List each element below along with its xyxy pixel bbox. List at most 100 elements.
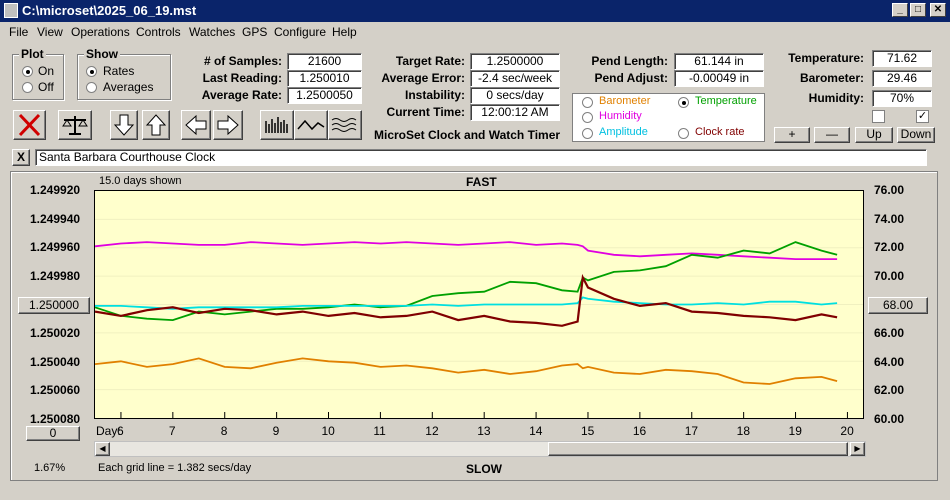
close-window-button[interactable]: ✕ bbox=[930, 3, 946, 17]
plot-on-radio[interactable] bbox=[22, 66, 33, 77]
move-right-button[interactable] bbox=[213, 110, 243, 140]
sensor-select-box bbox=[572, 93, 765, 142]
left-y-tick-label: 1.249920 bbox=[30, 183, 81, 197]
plot-off-radio[interactable] bbox=[22, 82, 33, 93]
menu-gps[interactable]: GPS bbox=[242, 25, 268, 39]
x-tick-label: 7 bbox=[168, 424, 176, 438]
clear-clock-name-button[interactable]: X bbox=[12, 149, 30, 166]
right-sensor-checkbox[interactable]: ✓ bbox=[916, 110, 929, 123]
bar-chart-icon bbox=[265, 117, 288, 133]
window-title: C:\microset\2025_06_19.mst bbox=[22, 3, 197, 18]
right-y-tick-label: 72.00 bbox=[874, 240, 905, 255]
menu-watches[interactable]: Watches bbox=[189, 25, 236, 39]
barometer-option-label: Barometer bbox=[599, 95, 651, 107]
center-temp-button[interactable]: 68.00 bbox=[868, 297, 928, 314]
current-time-field: 12:00:12 AM bbox=[470, 104, 560, 121]
menu-help[interactable]: Help bbox=[332, 25, 357, 39]
x-tick-label: 6 bbox=[116, 424, 124, 438]
wave-button[interactable] bbox=[294, 110, 328, 140]
menu-file[interactable]: File bbox=[9, 25, 29, 39]
humidity-radio[interactable] bbox=[582, 112, 593, 123]
humidity-option-label: Humidity bbox=[599, 110, 642, 122]
target-rate-label: Target Rate: bbox=[395, 54, 465, 68]
move-left-button[interactable] bbox=[181, 110, 211, 140]
series-line-rate bbox=[94, 273, 838, 327]
temperature-label: Temperature: bbox=[788, 51, 864, 65]
show-averages-radio[interactable] bbox=[86, 82, 97, 93]
samples-label: # of Samples: bbox=[203, 54, 282, 68]
pend-length-field[interactable]: 61.144 in bbox=[674, 53, 764, 70]
plot-group: Plot bbox=[12, 47, 64, 100]
x-tick-label: 17 bbox=[684, 424, 699, 438]
menu-operations[interactable]: Operations bbox=[71, 25, 130, 39]
arrow-left-icon bbox=[185, 114, 207, 136]
balance-button[interactable] bbox=[58, 110, 92, 140]
bar-chart-button[interactable] bbox=[260, 110, 294, 140]
target-rate-field[interactable]: 1.2500000 bbox=[470, 53, 560, 70]
scroll-left-arrow-icon[interactable]: ◀ bbox=[95, 442, 110, 456]
x-tick-label: 12 bbox=[425, 424, 439, 438]
center-rate-button[interactable]: 1.250000 bbox=[18, 297, 90, 314]
maximize-button[interactable]: □ bbox=[910, 3, 926, 17]
clock-name-input[interactable]: Santa Barbara Courthouse Clock bbox=[35, 149, 927, 166]
temperature-radio[interactable] bbox=[678, 97, 689, 108]
plot-group-label: Plot bbox=[19, 47, 46, 61]
pend-adjust-label: Pend Adjust: bbox=[594, 71, 668, 85]
x-tick-label: 20 bbox=[840, 424, 854, 438]
cancel-button[interactable] bbox=[13, 110, 46, 140]
average-error-field: -2.4 sec/week bbox=[470, 70, 560, 87]
plot-off-label: Off bbox=[38, 80, 54, 94]
scroll-right-arrow-icon[interactable]: ▶ bbox=[850, 442, 865, 456]
menu-view[interactable]: View bbox=[37, 25, 63, 39]
x-tick-label: 16 bbox=[632, 424, 647, 438]
rate-chart bbox=[94, 218, 863, 418]
slow-label: SLOW bbox=[466, 462, 502, 476]
minimize-button[interactable]: _ bbox=[892, 3, 908, 17]
wave-icon bbox=[297, 119, 325, 131]
plus-button[interactable]: + bbox=[774, 127, 810, 143]
left-y-tick-label: 1.249980 bbox=[30, 268, 81, 283]
multi-wave-button[interactable] bbox=[328, 110, 362, 140]
left-sensor-checkbox[interactable] bbox=[872, 110, 885, 123]
series-line-barometer bbox=[94, 357, 838, 385]
plot-area[interactable] bbox=[94, 190, 864, 419]
show-rates-radio[interactable] bbox=[86, 66, 97, 77]
minus-button[interactable]: — bbox=[814, 127, 850, 143]
menu-configure[interactable]: Configure bbox=[274, 25, 327, 39]
move-down-button[interactable] bbox=[110, 110, 138, 140]
scrollbar-thumb[interactable] bbox=[548, 442, 848, 456]
x-tick-label: 9 bbox=[272, 424, 280, 438]
pend-adjust-field: -0.00049 in bbox=[674, 70, 764, 87]
left-y-tick-label: 1.249940 bbox=[30, 211, 81, 226]
arrow-right-icon bbox=[217, 114, 239, 136]
clock-rate-radio[interactable] bbox=[678, 128, 689, 139]
menu-controls[interactable]: Controls bbox=[136, 25, 181, 39]
x-tick-label: 14 bbox=[529, 424, 543, 438]
grid-note: Each grid line = 1.382 secs/day bbox=[98, 462, 252, 474]
right-y-tick-label: 70.00 bbox=[874, 268, 905, 283]
last-reading-field: 1.250010 bbox=[287, 70, 362, 87]
fast-label: FAST bbox=[466, 175, 497, 189]
graph-panel bbox=[10, 171, 938, 481]
barometer-radio[interactable] bbox=[582, 97, 593, 108]
humidity-field: 70% bbox=[872, 90, 932, 107]
x-tick-label: 18 bbox=[736, 424, 750, 438]
average-rate-label: Average Rate: bbox=[201, 88, 282, 102]
amplitude-radio[interactable] bbox=[582, 128, 593, 139]
right-y-tick-label: 60.00 bbox=[874, 412, 905, 426]
right-y-tick-label: 74.00 bbox=[874, 211, 905, 226]
clock-rate-option-label: Clock rate bbox=[695, 126, 745, 138]
start-day-button[interactable]: 0 bbox=[26, 426, 80, 441]
down-button[interactable]: Down bbox=[897, 127, 935, 143]
barometer-field: 29.46 bbox=[872, 70, 932, 87]
horizontal-scrollbar[interactable]: ◀ ▶ bbox=[94, 441, 866, 457]
balance-icon bbox=[62, 116, 88, 135]
menu-bar: File View Operations Controls Watches GP… bbox=[0, 22, 950, 42]
average-error-label: Average Error: bbox=[381, 71, 465, 85]
series-line-temperature bbox=[94, 241, 838, 322]
pend-length-label: Pend Length: bbox=[591, 54, 668, 68]
move-up-button[interactable] bbox=[142, 110, 170, 140]
up-button[interactable]: Up bbox=[855, 127, 893, 143]
samples-field: 21600 bbox=[287, 53, 362, 70]
x-tick-label: 8 bbox=[220, 424, 228, 438]
